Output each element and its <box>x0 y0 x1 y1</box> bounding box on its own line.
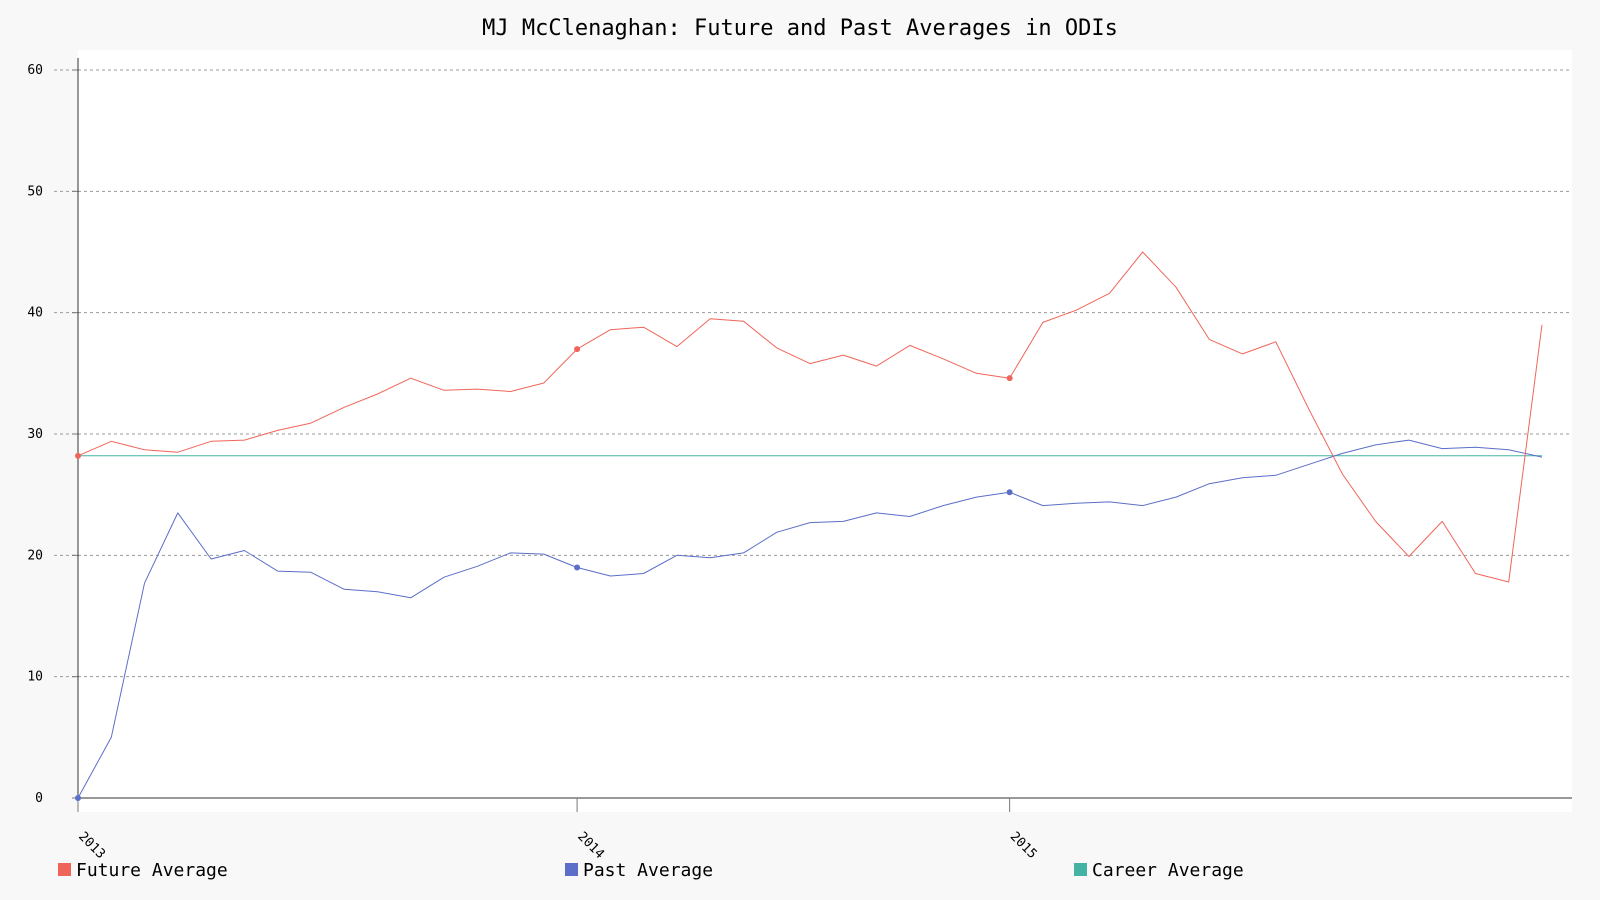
series-group <box>75 251 1543 801</box>
plot-area <box>78 50 1572 812</box>
x-tick-label: 2013 <box>75 829 108 862</box>
y-tick-label: 20 <box>27 548 43 563</box>
future-average-marker <box>1006 375 1013 382</box>
y-tick-label: 40 <box>27 306 43 321</box>
chart-title: MJ McClenaghan: Future and Past Averages… <box>482 16 1118 41</box>
y-tick-label: 0 <box>35 791 43 806</box>
x-tick-label: 2015 <box>1007 829 1040 862</box>
career-average-legend-swatch <box>1074 863 1087 876</box>
future-average-marker <box>574 346 581 353</box>
past-average-marker <box>75 795 81 801</box>
x-tick-label: 2014 <box>574 829 607 862</box>
future-average-line <box>77 251 1543 583</box>
y-tick-label: 50 <box>27 184 43 199</box>
future-average-legend-label: Future Average <box>76 860 228 881</box>
past-average-line <box>77 439 1543 799</box>
y-tick-label: 30 <box>27 427 43 442</box>
legend: Future Average Past Average Career Average <box>58 860 1244 881</box>
future-average-marker <box>75 452 81 459</box>
grid <box>54 69 1572 678</box>
career-average-legend-label: Career Average <box>1092 860 1244 881</box>
y-tick-label: 10 <box>27 670 43 685</box>
past-average-legend-swatch <box>565 863 578 876</box>
past-average-marker <box>1006 489 1013 496</box>
y-tick-label: 60 <box>27 63 43 78</box>
past-average-marker <box>574 564 581 571</box>
future-average-legend-swatch <box>58 863 71 876</box>
past-average-legend-label: Past Average <box>583 860 713 881</box>
